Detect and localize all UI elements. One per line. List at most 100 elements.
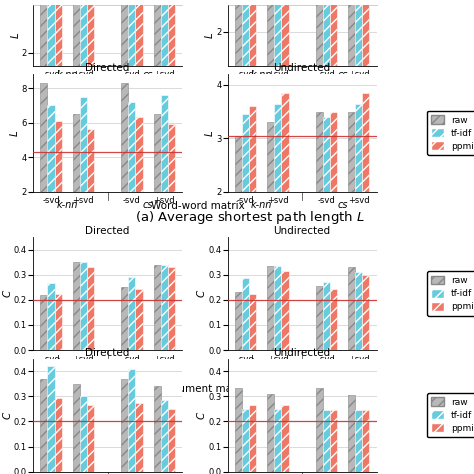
Y-axis label: L: L: [205, 130, 215, 136]
Bar: [282, 271, 289, 350]
Bar: [348, 395, 355, 472]
Bar: [47, 283, 55, 350]
Bar: [73, 384, 80, 472]
Bar: [316, 0, 323, 474]
Bar: [362, 93, 369, 298]
Text: cs: cs: [337, 358, 348, 368]
Bar: [121, 0, 128, 226]
Title: Undirected: Undirected: [273, 64, 331, 73]
Bar: [168, 267, 175, 350]
Bar: [323, 117, 330, 298]
Bar: [362, 275, 369, 350]
Bar: [154, 0, 161, 226]
Bar: [274, 266, 282, 350]
Bar: [80, 97, 87, 226]
Bar: [235, 292, 242, 350]
Text: k-nn: k-nn: [56, 70, 78, 80]
Bar: [73, 114, 80, 226]
Bar: [47, 366, 55, 472]
Y-axis label: C: C: [2, 290, 12, 297]
Y-axis label: L: L: [10, 130, 20, 136]
Title: Undirected: Undirected: [273, 348, 331, 358]
Bar: [87, 267, 94, 350]
Bar: [154, 114, 161, 226]
Text: k-nn: k-nn: [56, 200, 78, 210]
Bar: [348, 0, 355, 474]
Bar: [274, 103, 282, 298]
Bar: [282, 405, 289, 472]
Bar: [128, 102, 136, 226]
Bar: [323, 282, 330, 350]
Bar: [267, 266, 274, 350]
Bar: [242, 114, 249, 298]
Text: cs: cs: [143, 200, 153, 210]
Bar: [80, 262, 87, 350]
Title: Undirected: Undirected: [273, 226, 331, 236]
Bar: [274, 409, 282, 472]
Text: (a) Average shortest path length $L$: (a) Average shortest path length $L$: [135, 209, 365, 226]
Bar: [161, 264, 168, 350]
Bar: [47, 105, 55, 226]
Bar: [330, 289, 337, 350]
Y-axis label: C: C: [2, 411, 12, 419]
Text: Word-word matrix: Word-word matrix: [151, 201, 245, 211]
Bar: [267, 122, 274, 298]
Bar: [316, 286, 323, 350]
Bar: [323, 0, 330, 474]
Text: cs: cs: [143, 70, 153, 80]
Bar: [55, 121, 62, 226]
Bar: [128, 0, 136, 226]
Bar: [267, 0, 274, 474]
Y-axis label: C: C: [197, 411, 207, 419]
Text: cs: cs: [337, 200, 348, 210]
Legend: raw, tf-idf, ppmi: raw, tf-idf, ppmi: [427, 110, 474, 155]
Bar: [55, 0, 62, 226]
Title: Directed: Directed: [85, 64, 130, 73]
Bar: [40, 379, 47, 472]
Bar: [128, 277, 136, 350]
Bar: [154, 386, 161, 472]
Bar: [80, 396, 87, 472]
Bar: [168, 0, 175, 226]
Bar: [161, 400, 168, 472]
Bar: [168, 409, 175, 472]
Text: k-nn: k-nn: [251, 70, 273, 80]
Bar: [136, 402, 143, 472]
Bar: [87, 405, 94, 472]
Bar: [362, 0, 369, 474]
Bar: [154, 264, 161, 350]
Bar: [249, 405, 256, 472]
Y-axis label: L: L: [10, 32, 20, 38]
Y-axis label: C: C: [197, 290, 207, 297]
Bar: [348, 267, 355, 350]
Bar: [87, 0, 94, 226]
Bar: [282, 93, 289, 298]
Bar: [40, 295, 47, 350]
Bar: [136, 118, 143, 226]
Text: cs: cs: [143, 358, 153, 368]
Bar: [168, 124, 175, 226]
Bar: [348, 111, 355, 298]
Bar: [87, 129, 94, 226]
Bar: [121, 287, 128, 350]
Bar: [355, 0, 362, 474]
Legend: raw, tf-idf, ppmi: raw, tf-idf, ppmi: [427, 271, 474, 316]
Bar: [362, 410, 369, 472]
Bar: [282, 0, 289, 474]
Bar: [249, 293, 256, 350]
Bar: [235, 136, 242, 298]
Bar: [73, 262, 80, 350]
Bar: [80, 0, 87, 226]
Bar: [274, 0, 282, 474]
Text: Word-document matrix: Word-document matrix: [129, 384, 250, 394]
Text: k-nn: k-nn: [56, 358, 78, 368]
Bar: [249, 106, 256, 298]
Bar: [121, 83, 128, 226]
Text: cs: cs: [337, 70, 348, 80]
Bar: [242, 279, 249, 350]
Bar: [249, 0, 256, 474]
Bar: [316, 388, 323, 472]
Bar: [242, 409, 249, 472]
Y-axis label: L: L: [205, 32, 215, 38]
Bar: [128, 369, 136, 472]
